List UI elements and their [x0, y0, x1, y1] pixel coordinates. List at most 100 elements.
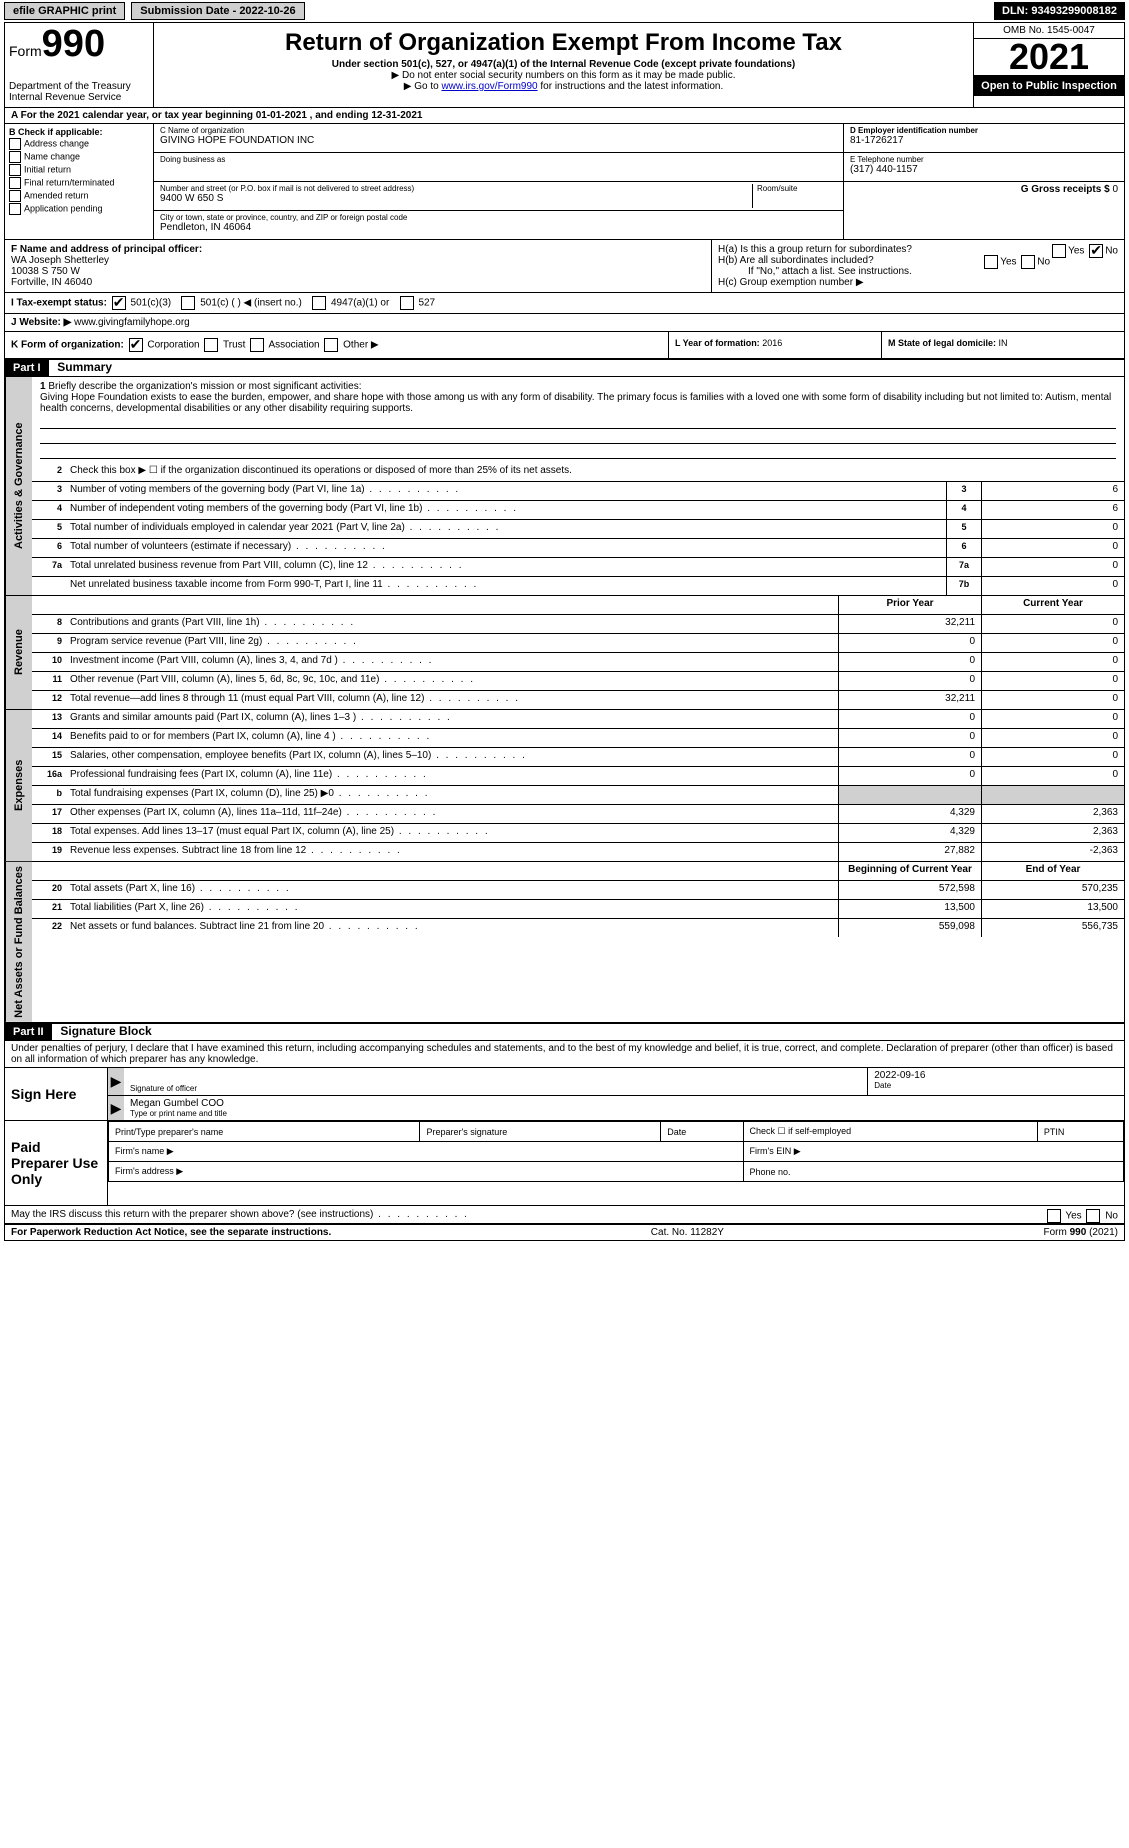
expenses-section: Expenses 13Grants and similar amounts pa…: [5, 709, 1124, 861]
col-b-label: B Check if applicable:: [9, 127, 149, 137]
table-row: 12Total revenue—add lines 8 through 11 (…: [32, 691, 1124, 709]
chk-trust[interactable]: [204, 338, 218, 352]
top-bar: efile GRAPHIC print Submission Date - 20…: [0, 0, 1129, 22]
table-row: 7aTotal unrelated business revenue from …: [32, 558, 1124, 577]
hb-note: If "No," attach a list. See instructions…: [718, 266, 1118, 277]
section-b-to-g: B Check if applicable: Address change Na…: [5, 124, 1124, 240]
side-revenue: Revenue: [5, 596, 32, 709]
revenue-section: Revenue Prior Year Current Year 8Contrib…: [5, 595, 1124, 709]
table-row: 6Total number of volunteers (estimate if…: [32, 539, 1124, 558]
irs-link[interactable]: www.irs.gov/Form990: [441, 81, 537, 92]
h-section: H(a) Is this a group return for subordin…: [712, 240, 1124, 292]
hc-row: H(c) Group exemption number ▶: [718, 277, 1118, 288]
form-subtitle: Under section 501(c), 527, or 4947(a)(1)…: [162, 59, 965, 70]
dept-label: Department of the Treasury: [9, 81, 149, 92]
table-row: 13Grants and similar amounts paid (Part …: [32, 710, 1124, 729]
part1-header-row: Part I Summary: [5, 360, 1124, 377]
paid-preparer-label: Paid Preparer Use Only: [5, 1121, 108, 1205]
form-title: Return of Organization Exempt From Incom…: [162, 29, 965, 57]
part2-badge: Part II: [5, 1024, 52, 1040]
perjury-declaration: Under penalties of perjury, I declare th…: [5, 1041, 1124, 1068]
preparer-table: Print/Type preparer's name Preparer's si…: [108, 1121, 1124, 1182]
chk-amended[interactable]: Amended return: [9, 190, 149, 202]
table-row: Net unrelated business taxable income fr…: [32, 577, 1124, 595]
form-id: Form 990 (2021): [1044, 1227, 1118, 1238]
chk-pending[interactable]: Application pending: [9, 203, 149, 215]
officer-addr2: Fortville, IN 46040: [11, 277, 705, 288]
firm-ein-label: Firm's EIN ▶: [743, 1142, 1123, 1162]
firm-addr-label: Firm's address ▶: [109, 1162, 744, 1182]
officer-name: WA Joseph Shetterley: [11, 255, 705, 266]
irs-discuss-row: May the IRS discuss this return with the…: [5, 1206, 1124, 1224]
form-number: 990: [42, 23, 105, 65]
dba-label: Doing business as: [160, 155, 837, 164]
prep-date-label: Date: [661, 1122, 743, 1142]
table-row: 22Net assets or fund balances. Subtract …: [32, 919, 1124, 937]
ha-row: H(a) Is this a group return for subordin…: [718, 244, 1118, 255]
officer-addr1: 10038 S 750 W: [11, 266, 705, 277]
header-right: OMB No. 1545-0047 2021 Open to Public In…: [973, 23, 1124, 107]
form-990: Form990 Department of the Treasury Inter…: [4, 22, 1125, 1241]
chk-initial[interactable]: Initial return: [9, 164, 149, 176]
arrow-icon: ▶: [108, 1068, 124, 1095]
mission-box: 1 Briefly describe the organization's mi…: [32, 377, 1124, 463]
table-row: 10Investment income (Part VIII, column (…: [32, 653, 1124, 672]
state-domicile: M State of legal domicile: IN: [882, 332, 1124, 358]
chk-4947[interactable]: [312, 296, 326, 310]
column-c-name-address: C Name of organization GIVING HOPE FOUND…: [154, 124, 844, 239]
net-assets-section: Net Assets or Fund Balances Beginning of…: [5, 861, 1124, 1022]
org-name: GIVING HOPE FOUNDATION INC: [160, 135, 837, 146]
submission-date[interactable]: Submission Date - 2022-10-26: [131, 2, 304, 20]
firm-phone-label: Phone no.: [743, 1162, 1123, 1182]
arrow-icon: ▶: [108, 1096, 124, 1120]
name-title-label: Type or print name and title: [130, 1109, 1118, 1118]
tax-year: 2021: [974, 39, 1124, 76]
ptin-label: PTIN: [1037, 1122, 1123, 1142]
sig-date-label: Date: [874, 1081, 1118, 1090]
row-a-period: A For the 2021 calendar year, or tax yea…: [5, 108, 1124, 124]
sign-here-label: Sign Here: [5, 1068, 108, 1120]
chk-final[interactable]: Final return/terminated: [9, 177, 149, 189]
note-link: ▶ Go to www.irs.gov/Form990 for instruct…: [162, 81, 965, 92]
chk-527[interactable]: [400, 296, 414, 310]
chk-assoc[interactable]: [250, 338, 264, 352]
table-row: bTotal fundraising expenses (Part IX, co…: [32, 786, 1124, 805]
row-f-h: F Name and address of principal officer:…: [5, 240, 1124, 293]
table-row: 19Revenue less expenses. Subtract line 1…: [32, 843, 1124, 861]
header-middle: Return of Organization Exempt From Incom…: [154, 23, 973, 107]
officer-label: F Name and address of principal officer:: [11, 244, 705, 255]
dln-label: DLN: 93493299008182: [994, 2, 1125, 20]
catalog-number: Cat. No. 11282Y: [651, 1227, 724, 1238]
chk-corp[interactable]: [129, 338, 143, 352]
column-b-checkboxes: B Check if applicable: Address change Na…: [5, 124, 154, 239]
officer-name-title: Megan Gumbel COO: [130, 1098, 1118, 1109]
part1-title: Summary: [51, 360, 112, 374]
chk-501c[interactable]: [181, 296, 195, 310]
table-row: 4Number of independent voting members of…: [32, 501, 1124, 520]
chk-name[interactable]: Name change: [9, 151, 149, 163]
phone-label: E Telephone number: [850, 155, 1118, 164]
part2-title: Signature Block: [54, 1024, 151, 1038]
form-word: Form: [9, 43, 42, 59]
part1-badge: Part I: [5, 360, 49, 376]
side-expenses: Expenses: [5, 710, 32, 861]
gross-label: G Gross receipts $: [1021, 184, 1110, 195]
irs-label: Internal Revenue Service: [9, 92, 149, 103]
ein-label: D Employer identification number: [850, 126, 1118, 135]
header-left: Form990 Department of the Treasury Inter…: [5, 23, 154, 107]
chk-address[interactable]: Address change: [9, 138, 149, 150]
table-row: 14Benefits paid to or for members (Part …: [32, 729, 1124, 748]
table-row: 17Other expenses (Part IX, column (A), l…: [32, 805, 1124, 824]
city-value: Pendleton, IN 46064: [160, 222, 837, 233]
chk-other[interactable]: [324, 338, 338, 352]
table-row: 15Salaries, other compensation, employee…: [32, 748, 1124, 767]
year-formation: L Year of formation: 2016: [669, 332, 882, 358]
note-ssn: ▶ Do not enter social security numbers o…: [162, 70, 965, 81]
net-header: Beginning of Current Year End of Year: [32, 862, 1124, 881]
chk-501c3[interactable]: [112, 296, 126, 310]
room-label: Room/suite: [757, 184, 837, 193]
prep-name-label: Print/Type preparer's name: [109, 1122, 420, 1142]
open-public-badge: Open to Public Inspection: [974, 76, 1124, 96]
table-row: 16aProfessional fundraising fees (Part I…: [32, 767, 1124, 786]
rev-header: Prior Year Current Year: [32, 596, 1124, 615]
